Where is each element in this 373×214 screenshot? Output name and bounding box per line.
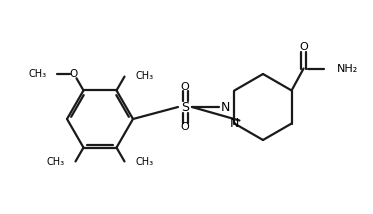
Text: N: N: [220, 101, 230, 113]
Text: NH₂: NH₂: [336, 64, 358, 73]
Text: O: O: [69, 69, 78, 79]
Text: CH₃: CH₃: [28, 69, 47, 79]
Text: CH₃: CH₃: [135, 71, 154, 80]
Text: S: S: [181, 101, 189, 113]
Text: CH₃: CH₃: [135, 158, 154, 167]
Text: CH₃: CH₃: [46, 158, 65, 167]
Text: O: O: [181, 82, 189, 92]
Text: N: N: [230, 117, 239, 130]
Text: O: O: [181, 122, 189, 132]
Text: O: O: [299, 42, 308, 52]
